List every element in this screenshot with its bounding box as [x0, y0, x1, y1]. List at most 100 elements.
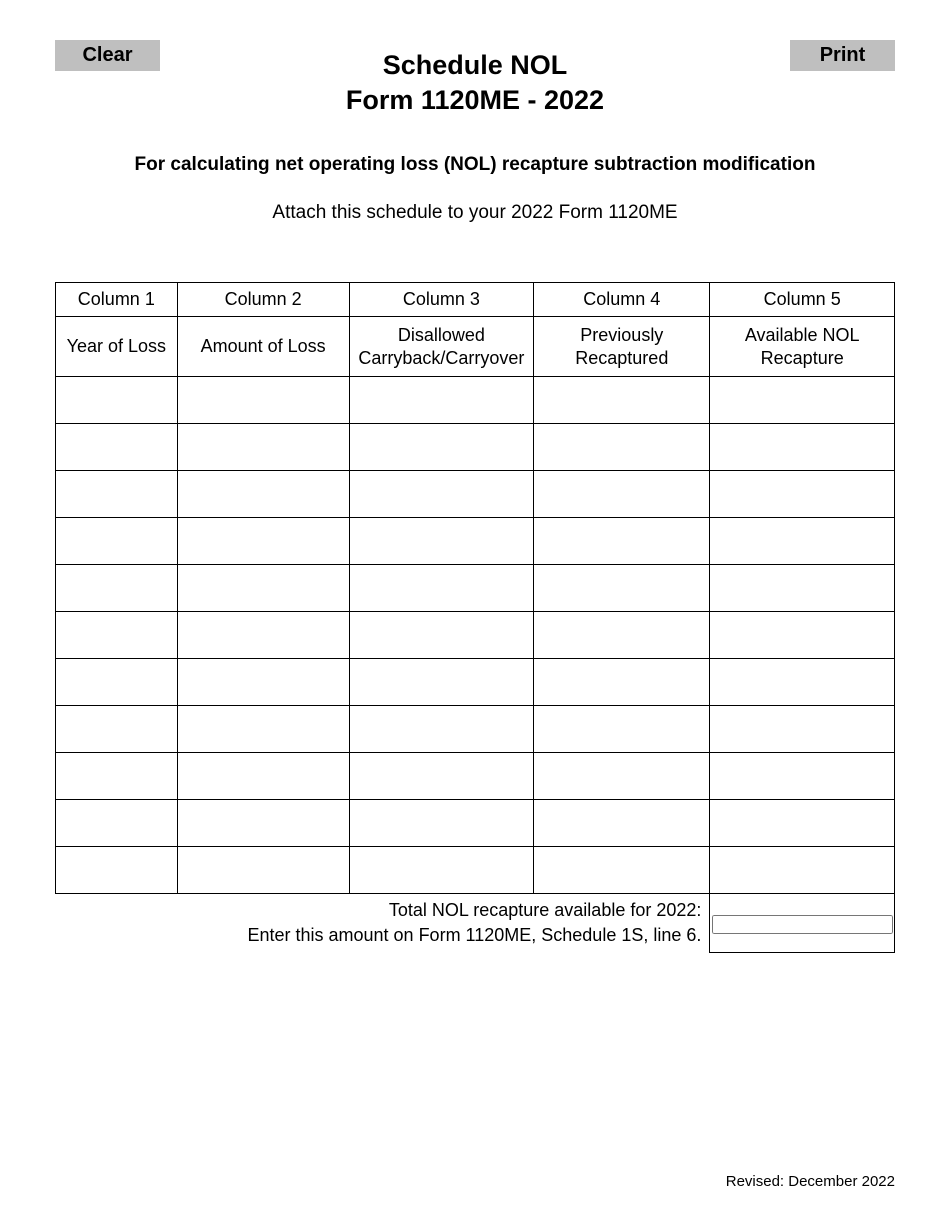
- cell-input-col5[interactable]: [712, 757, 892, 795]
- cell-input-col3[interactable]: [352, 757, 532, 795]
- print-button[interactable]: Print: [790, 40, 895, 71]
- cell-input-col4[interactable]: [536, 428, 707, 466]
- cell-input-col1[interactable]: [58, 381, 175, 419]
- cell-input-col1[interactable]: [58, 569, 175, 607]
- cell-input-col2[interactable]: [180, 804, 347, 842]
- table-cell: [534, 518, 710, 565]
- table-cell: [349, 565, 534, 612]
- table-cell: [534, 377, 710, 424]
- cell-input-col2[interactable]: [180, 663, 347, 701]
- cell-input-col5[interactable]: [712, 663, 892, 701]
- table-cell: [710, 706, 895, 753]
- cell-input-col4[interactable]: [536, 851, 707, 889]
- cell-input-col4[interactable]: [536, 616, 707, 654]
- cell-input-col1[interactable]: [58, 616, 175, 654]
- cell-input-col4[interactable]: [536, 475, 707, 513]
- cell-input-col3[interactable]: [352, 663, 532, 701]
- cell-input-col1[interactable]: [58, 522, 175, 560]
- cell-input-col3[interactable]: [352, 616, 532, 654]
- table-cell: [349, 612, 534, 659]
- table-cell: [710, 377, 895, 424]
- cell-input-col3[interactable]: [352, 851, 532, 889]
- cell-input-col1[interactable]: [58, 663, 175, 701]
- cell-input-col3[interactable]: [352, 475, 532, 513]
- cell-input-col5[interactable]: [712, 522, 892, 560]
- table-cell: [710, 753, 895, 800]
- cell-input-col3[interactable]: [352, 804, 532, 842]
- clear-button[interactable]: Clear: [55, 40, 160, 71]
- cell-input-col5[interactable]: [712, 428, 892, 466]
- cell-input-col3[interactable]: [352, 710, 532, 748]
- table-cell: [56, 753, 178, 800]
- table-row: [56, 753, 895, 800]
- cell-input-col1[interactable]: [58, 428, 175, 466]
- cell-input-col5[interactable]: [712, 804, 892, 842]
- table-header-labels: Year of Loss Amount of Loss Disallowed C…: [56, 317, 895, 377]
- table-cell: [349, 800, 534, 847]
- col1-num: Column 1: [56, 283, 178, 317]
- subtitle: For calculating net operating loss (NOL)…: [55, 154, 895, 176]
- cell-input-col3[interactable]: [352, 381, 532, 419]
- cell-input-col3[interactable]: [352, 569, 532, 607]
- table-body: Total NOL recapture available for 2022:E…: [56, 377, 895, 953]
- table-cell: [349, 377, 534, 424]
- table-cell: [56, 800, 178, 847]
- cell-input-col4[interactable]: [536, 522, 707, 560]
- cell-input-col1[interactable]: [58, 851, 175, 889]
- table-cell: [710, 471, 895, 518]
- total-input[interactable]: [712, 915, 893, 934]
- cell-input-col5[interactable]: [712, 569, 892, 607]
- cell-input-col1[interactable]: [58, 804, 175, 842]
- cell-input-col4[interactable]: [536, 569, 707, 607]
- table-cell: [56, 565, 178, 612]
- col5-label: Available NOL Recapture: [710, 317, 895, 377]
- cell-input-col1[interactable]: [58, 475, 175, 513]
- cell-input-col5[interactable]: [712, 616, 892, 654]
- total-label: Total NOL recapture available for 2022:E…: [56, 894, 710, 953]
- cell-input-col2[interactable]: [180, 710, 347, 748]
- table-row: [56, 612, 895, 659]
- cell-input-col4[interactable]: [536, 804, 707, 842]
- cell-input-col2[interactable]: [180, 428, 347, 466]
- form-page: Clear Print Schedule NOL Form 1120ME - 2…: [0, 0, 950, 993]
- table-cell: [710, 424, 895, 471]
- cell-input-col5[interactable]: [712, 381, 892, 419]
- cell-input-col5[interactable]: [712, 475, 892, 513]
- cell-input-col4[interactable]: [536, 757, 707, 795]
- cell-input-col4[interactable]: [536, 710, 707, 748]
- table-cell: [534, 565, 710, 612]
- cell-input-col4[interactable]: [536, 663, 707, 701]
- cell-input-col5[interactable]: [712, 851, 892, 889]
- table-cell: [177, 706, 349, 753]
- table-cell: [56, 471, 178, 518]
- cell-input-col2[interactable]: [180, 616, 347, 654]
- cell-input-col2[interactable]: [180, 381, 347, 419]
- table-cell: [710, 847, 895, 894]
- table-row: [56, 377, 895, 424]
- cell-input-col2[interactable]: [180, 757, 347, 795]
- cell-input-col1[interactable]: [58, 757, 175, 795]
- table-row: [56, 518, 895, 565]
- table-row: [56, 424, 895, 471]
- col1-label: Year of Loss: [56, 317, 178, 377]
- col5-num: Column 5: [710, 283, 895, 317]
- title-line-2: Form 1120ME - 2022: [55, 83, 895, 118]
- cell-input-col2[interactable]: [180, 851, 347, 889]
- cell-input-col1[interactable]: [58, 710, 175, 748]
- table-cell: [710, 612, 895, 659]
- table-cell: [534, 659, 710, 706]
- table-cell: [710, 800, 895, 847]
- total-row: Total NOL recapture available for 2022:E…: [56, 894, 895, 953]
- col2-label: Amount of Loss: [177, 317, 349, 377]
- cell-input-col5[interactable]: [712, 710, 892, 748]
- table-cell: [349, 753, 534, 800]
- cell-input-col3[interactable]: [352, 522, 532, 560]
- top-button-bar: Clear Print: [55, 40, 895, 70]
- cell-input-col2[interactable]: [180, 475, 347, 513]
- cell-input-col2[interactable]: [180, 522, 347, 560]
- cell-input-col2[interactable]: [180, 569, 347, 607]
- table-cell: [349, 847, 534, 894]
- cell-input-col4[interactable]: [536, 381, 707, 419]
- cell-input-col3[interactable]: [352, 428, 532, 466]
- col3-label: Disallowed Carryback/Carryover: [349, 317, 534, 377]
